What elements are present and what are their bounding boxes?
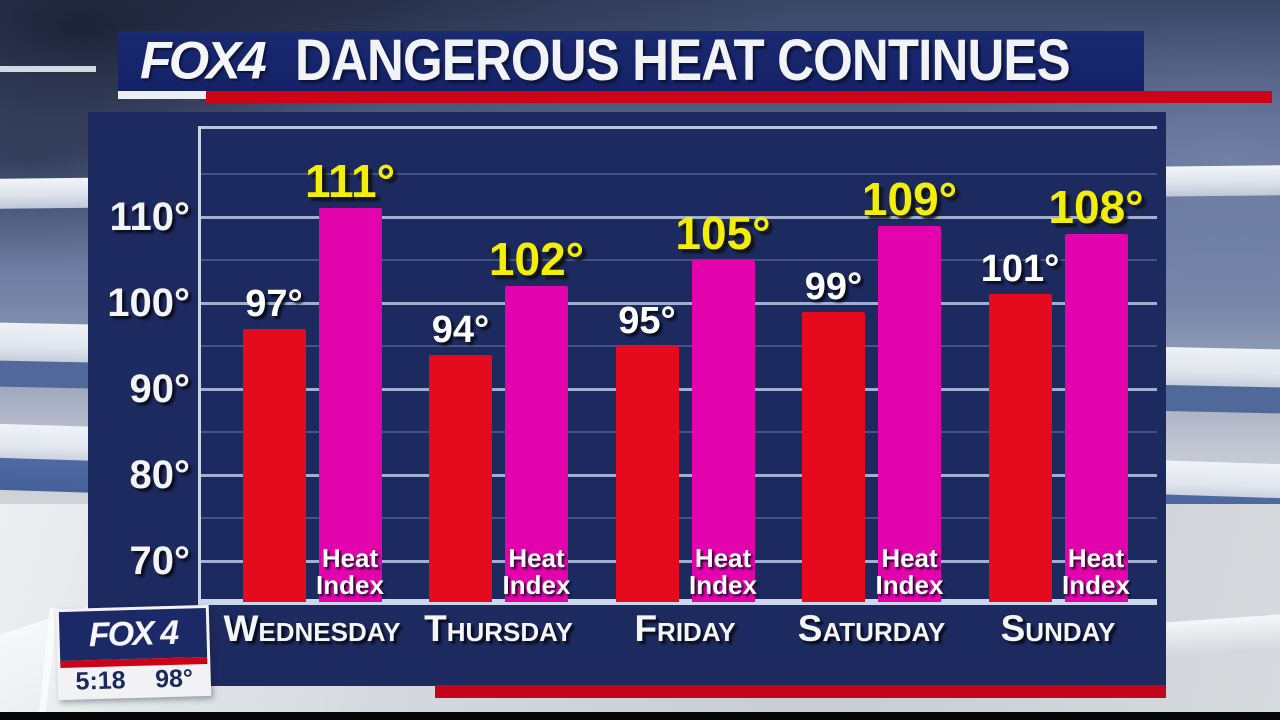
headline-title: DANGEROUS HEAT CONTINUES	[295, 28, 1071, 93]
panel-bottom-red-stripe	[435, 685, 1166, 698]
station-bug-logo-box: FOX 4	[58, 607, 208, 662]
clock-time: 5:18	[75, 666, 126, 696]
fox4-logo: FOX4	[140, 31, 267, 91]
station-bug: FOX 4 5:18 98°	[55, 604, 212, 701]
fox4-bug-logo: FOX 4	[88, 613, 178, 655]
header-banner: FOX4 DANGEROUS HEAT CONTINUES	[118, 28, 1144, 93]
current-temp: 98°	[154, 664, 194, 694]
studio-horizon-line	[0, 66, 96, 72]
letterbox-bar	[0, 712, 1280, 720]
station-bug-info-row: 5:18 98°	[60, 664, 208, 697]
chart-panel	[88, 112, 1166, 686]
header-underline-red	[206, 91, 1272, 103]
header-underline-white	[118, 91, 206, 99]
